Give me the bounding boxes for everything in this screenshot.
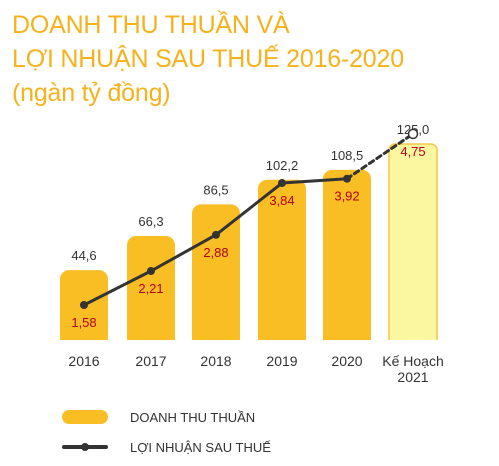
category-label: 2018 <box>200 353 231 369</box>
profit-point <box>80 301 88 309</box>
revenue-value-label: 108,5 <box>331 148 364 163</box>
profit-line-segment <box>149 233 218 273</box>
legend-label-revenue: DOANH THU THUẦN <box>130 409 256 425</box>
category-label: 2019 <box>266 353 297 369</box>
revenue-value-label: 44,6 <box>71 248 96 263</box>
profit-point <box>278 179 286 188</box>
category-label: 2016 <box>68 353 99 369</box>
title-line-2: LỢI NHUẬN SAU THUẾ 2016-2020 <box>12 45 404 73</box>
title-line-1: DOANH THU THUẦN VÀ <box>12 11 290 39</box>
baseline-mask <box>40 340 480 352</box>
revenue-value-label: 102,2 <box>266 158 299 173</box>
legend-label-profit: LỢI NHUẬN SAU THUẾ <box>130 439 271 455</box>
profit-point <box>212 230 220 239</box>
title-line-3: (ngàn tỷ đồng) <box>12 79 171 107</box>
profit-value-label: 3,92 <box>334 189 359 204</box>
legend: DOANH THU THUẦN LỢI NHUẬN SAU THUẾ <box>62 402 271 462</box>
profit-value-label: 2,21 <box>138 281 163 296</box>
profit-value-label: 2,88 <box>203 245 228 260</box>
revenue-bar <box>192 204 240 350</box>
profit-value-label: 1,58 <box>71 315 96 330</box>
category-label: 2021 <box>397 369 428 385</box>
revenue-bar <box>60 270 108 350</box>
legend-bar-swatch <box>62 410 108 424</box>
profit-value-label: 4,75 <box>400 144 425 159</box>
revenue-value-label: 66,3 <box>138 214 163 229</box>
profit-line-segment <box>280 177 349 185</box>
revenue-bar <box>258 179 306 350</box>
profit-line-segment-planned <box>345 132 415 181</box>
profit-line-segment <box>82 269 153 307</box>
legend-line-swatch <box>62 440 108 454</box>
revenue-value-label: 86,5 <box>203 182 228 197</box>
category-label: 2020 <box>331 353 362 369</box>
category-label: 2017 <box>135 353 166 369</box>
legend-item-revenue: DOANH THU THUẦN <box>62 402 271 432</box>
revenue-bar <box>323 169 371 350</box>
profit-point-planned <box>407 128 419 140</box>
profit-line-segment <box>214 181 284 237</box>
category-label: Kế Hoạch <box>382 353 443 369</box>
profit-value-label: 3,84 <box>269 193 294 208</box>
profit-point <box>343 174 351 183</box>
chart-title: DOANH THU THUẦN VÀ LỢI NHUẬN SAU THUẾ 20… <box>12 8 492 110</box>
revenue-profit-chart: 44,666,386,5102,2108,5125,01,582,212,883… <box>40 122 480 385</box>
profit-point <box>147 267 155 275</box>
plan-revenue-bar <box>388 143 438 351</box>
legend-item-profit: LỢI NHUẬN SAU THUẾ <box>62 432 271 462</box>
